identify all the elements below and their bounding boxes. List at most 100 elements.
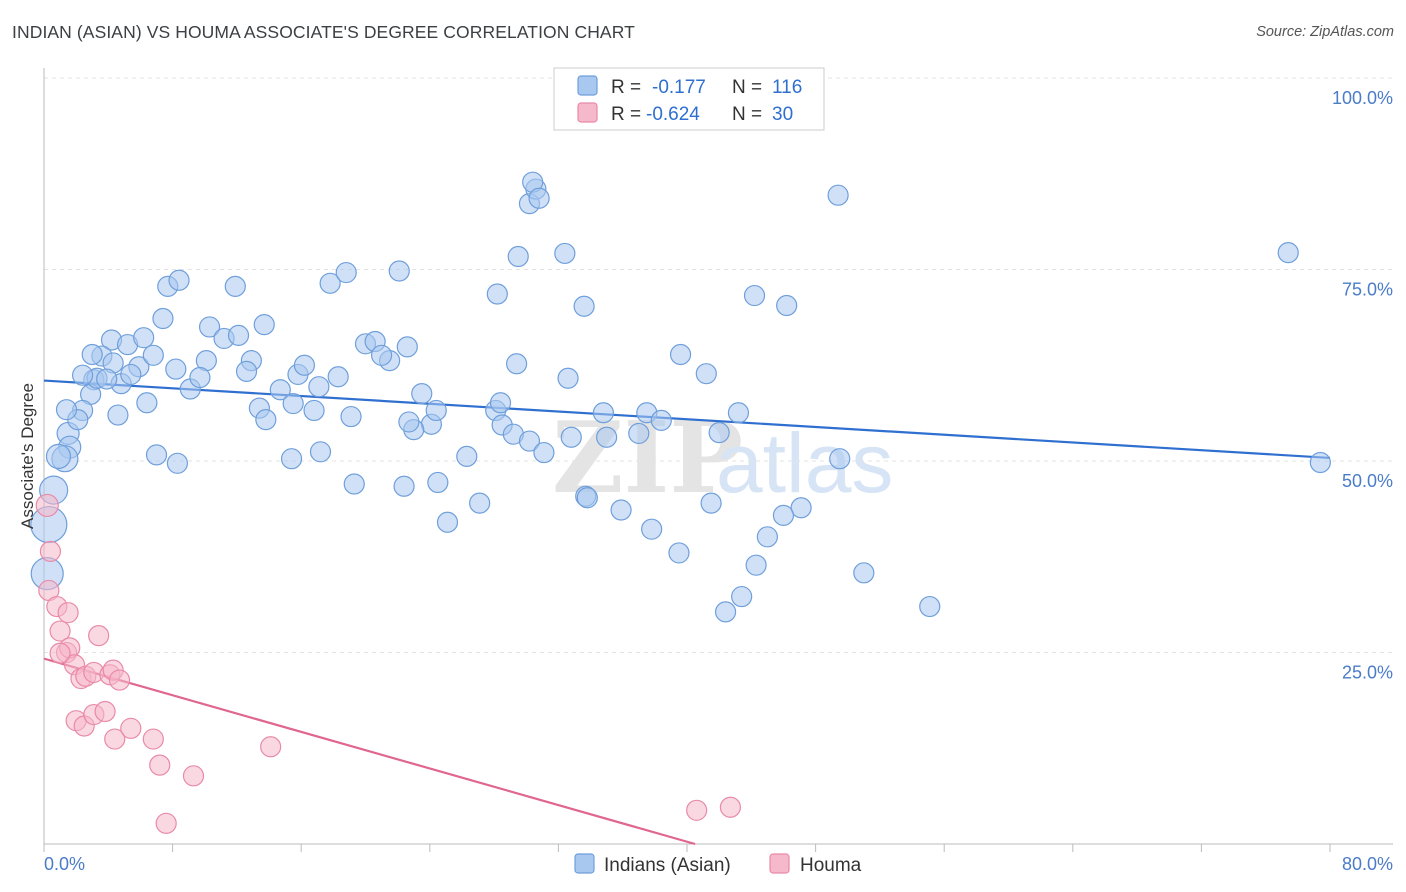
point-indians-asian-65	[280, 448, 303, 470]
point-indians-asian-50	[425, 399, 447, 422]
point-indians-asian-92	[554, 242, 576, 265]
point-indians-asian-103	[790, 497, 812, 519]
x-tick-label-80: 80.0%	[1342, 854, 1393, 874]
stats-n-label-1: N =	[732, 77, 762, 98]
point-indians-asian-42	[327, 366, 349, 388]
point-houma-27	[686, 799, 708, 821]
series-houma	[35, 493, 742, 834]
point-indians-asian-62	[370, 344, 393, 366]
point-indians-asian-56	[55, 399, 78, 421]
point-indians-asian-116	[714, 601, 737, 623]
point-indians-asian-112	[469, 492, 491, 514]
point-indians-asian-102	[829, 448, 851, 470]
point-indians-asian-119	[1277, 242, 1299, 264]
point-indians-asian-109	[641, 518, 663, 540]
point-indians-asian-17	[136, 392, 158, 414]
point-indians-asian-76	[518, 430, 541, 452]
point-houma-26	[155, 812, 177, 834]
point-houma-23	[149, 754, 171, 776]
point-indians-asian-31	[224, 275, 246, 297]
point-indians-asian-46	[396, 336, 418, 358]
point-indians-asian-110	[610, 499, 632, 521]
point-indians-asian-39	[319, 272, 341, 294]
point-houma-12	[88, 625, 110, 647]
legend-swatch-indians-asian	[574, 853, 595, 874]
stats-legend: R = -0.177 N = 116 R = -0.624 N = 30	[553, 67, 825, 131]
stats-r-label-1: R =	[611, 77, 641, 98]
point-indians-asian-24	[168, 269, 190, 291]
y-tick-label-100: 100.0%	[1332, 88, 1393, 108]
point-indians-asian-27	[198, 316, 221, 338]
point-indians-asian-105	[756, 526, 778, 548]
watermark-atlas: atlas	[716, 416, 893, 510]
series-legend: Indians (Asian) Houma	[574, 853, 862, 876]
point-indians-asian-53	[96, 368, 118, 390]
point-indians-asian-70	[427, 471, 449, 494]
point-indians-asian-96	[695, 363, 717, 385]
point-indians-asian-78	[557, 367, 579, 389]
point-indians-asian-77	[533, 441, 555, 464]
point-indians-asian-6	[45, 443, 72, 470]
point-indians-asian-87	[486, 283, 508, 305]
stats-n-label-2: N =	[732, 104, 762, 125]
point-indians-asian-106	[745, 554, 767, 576]
point-indians-asian-54	[81, 343, 103, 366]
legend-label-houma: Houma	[800, 855, 862, 876]
trend-line-indians-asian	[43, 379, 1331, 460]
point-indians-asian-60	[282, 392, 304, 415]
point-indians-asian-63	[166, 452, 189, 474]
point-indians-asian-95	[669, 343, 692, 366]
stats-n-value-2: 30	[772, 104, 793, 125]
stats-legend-swatch-pink	[577, 102, 598, 123]
point-indians-asian-21	[142, 344, 164, 366]
point-indians-asian-100	[776, 294, 798, 317]
point-indians-asian-98	[727, 402, 750, 424]
point-indians-asian-57	[71, 364, 94, 386]
point-indians-asian-64	[145, 444, 168, 466]
stats-r-value-2: -0.624	[646, 104, 700, 125]
point-houma-15	[108, 669, 131, 691]
stats-legend-box	[553, 67, 825, 131]
point-houma-4	[57, 602, 79, 624]
point-houma-19	[94, 700, 116, 723]
point-indians-asian-38	[293, 354, 316, 376]
point-indians-asian-115	[919, 595, 941, 618]
point-houma-21	[120, 717, 142, 739]
y-axis-title: Associate's Degree	[18, 383, 37, 529]
y-tick-label-25: 25.0%	[1342, 663, 1393, 683]
point-houma-24	[182, 765, 205, 787]
point-indians-asian-101	[827, 184, 849, 206]
point-houma-1	[39, 540, 62, 562]
point-indians-asian-75	[489, 392, 512, 414]
point-indians-asian-59	[255, 409, 277, 431]
x-ticks	[43, 844, 1331, 852]
point-indians-asian-67	[340, 405, 362, 428]
point-indians-asian-82	[596, 426, 618, 448]
point-indians-asian-48	[411, 382, 433, 405]
point-indians-asian-104	[772, 504, 795, 526]
point-indians-asian-99	[743, 284, 766, 307]
trend-line-houma	[43, 657, 696, 846]
point-indians-asian-117	[731, 585, 753, 608]
point-indians-asian-22	[152, 307, 174, 330]
point-indians-asian-29	[189, 366, 211, 389]
point-indians-asian-32	[227, 324, 250, 346]
y-tick-label-75: 75.0%	[1342, 280, 1393, 300]
point-houma-5	[49, 620, 71, 642]
point-indians-asian-36	[269, 379, 291, 401]
point-indians-asian-114	[853, 562, 875, 584]
point-indians-asian-79	[560, 426, 582, 448]
y-tick-label-50: 50.0%	[1342, 471, 1393, 491]
x-tick-labels: 0.0% 80.0%	[44, 854, 1393, 874]
series-indians-asian	[30, 171, 1331, 623]
x-tick-label-0: 0.0%	[44, 854, 85, 874]
point-indians-asian-61	[303, 399, 325, 422]
point-indians-asian-40	[335, 261, 357, 284]
point-indians-asian-18	[133, 327, 155, 349]
point-indians-asian-85	[650, 409, 672, 432]
stats-legend-swatch-blue	[577, 75, 598, 96]
point-indians-asian-83	[628, 422, 650, 445]
point-indians-asian-41	[308, 376, 330, 398]
point-indians-asian-35	[253, 314, 275, 336]
